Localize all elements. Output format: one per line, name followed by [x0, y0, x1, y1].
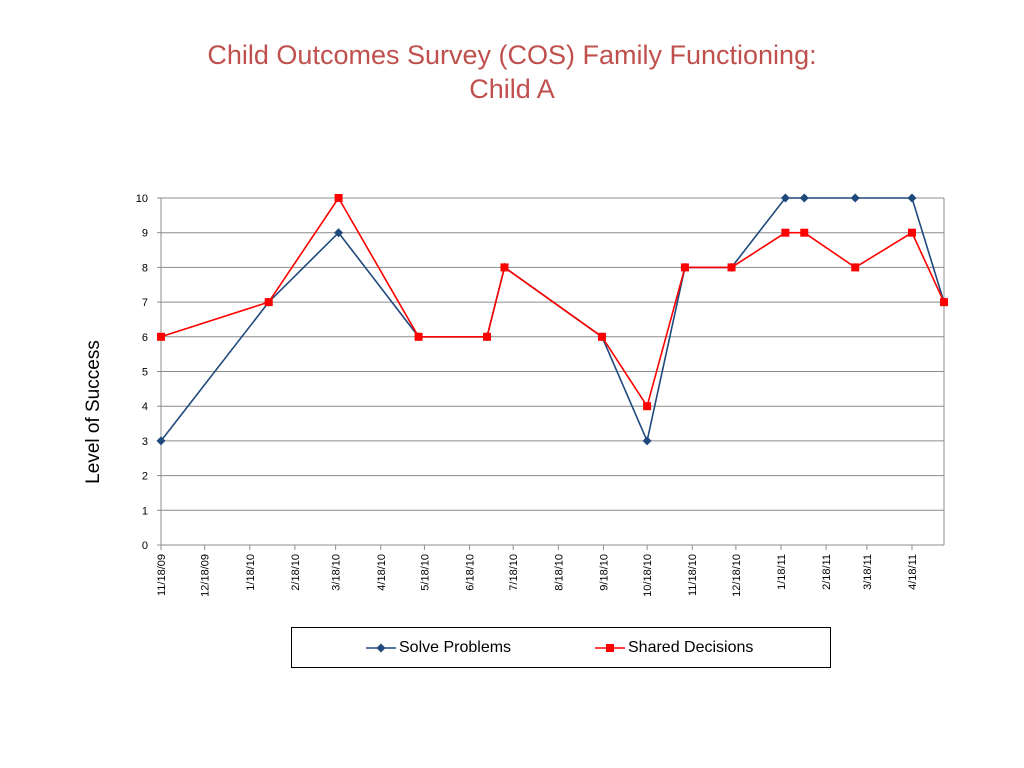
- point-shared-decisions-6: [597, 332, 606, 341]
- x-tick-label-1: 12/18/09: [200, 554, 212, 597]
- x-tick-label-17: 4/18/11: [907, 554, 919, 590]
- x-tick-label-10: 9/18/10: [598, 554, 610, 591]
- point-shared-decisions-12: [851, 263, 860, 272]
- legend-label-shared-decisions: Shared Decisions: [628, 639, 754, 656]
- point-shared-decisions-1: [264, 298, 273, 307]
- x-tick-label-7: 6/18/10: [465, 554, 477, 591]
- point-solve-problems-13: [907, 193, 917, 203]
- x-axis-ticks: 11/18/09 12/18/09 1/18/10 2/18/10 3/18/10 4/1…: [156, 545, 919, 597]
- legend-swatch-solve-problems: [366, 643, 396, 653]
- point-solve-problems-2: [334, 228, 344, 238]
- point-shared-decisions-8: [680, 263, 689, 272]
- axes: [160, 198, 945, 546]
- gridlines: [161, 197, 944, 511]
- chart-title-line-2: Child A: [469, 74, 555, 104]
- legend-item-solve-problems: Solve Problems: [366, 638, 511, 658]
- x-tick-label-0: 11/18/09: [156, 554, 168, 596]
- y-tick-label-1: 1: [142, 505, 148, 517]
- y-tick-label-7: 7: [142, 297, 148, 309]
- x-tick-label-12: 11/18/10: [687, 554, 699, 596]
- point-shared-decisions-10: [781, 228, 790, 237]
- chart-legend: Solve Problems Shared Decisions: [291, 627, 831, 668]
- point-shared-decisions-0: [157, 332, 165, 341]
- y-tick-label-8: 8: [142, 262, 148, 274]
- y-tick-label-5: 5: [142, 367, 148, 379]
- x-tick-label-4: 3/18/10: [331, 554, 343, 591]
- x-tick-label-6: 5/18/10: [419, 554, 431, 591]
- y-tick-label-6: 6: [142, 332, 148, 344]
- y-tick-label-0: 0: [142, 540, 148, 552]
- point-shared-decisions-5: [500, 263, 509, 272]
- point-solve-problems-7: [642, 436, 652, 446]
- y-tick-label-2: 2: [142, 471, 148, 483]
- series-group: [156, 193, 949, 446]
- x-tick-label-11: 10/18/10: [642, 554, 654, 597]
- point-shared-decisions-9: [727, 263, 736, 272]
- point-solve-problems-10: [780, 193, 790, 203]
- point-shared-decisions-14: [940, 298, 948, 307]
- x-tick-label-13: 12/18/10: [731, 554, 743, 597]
- point-solve-problems-11: [799, 193, 809, 203]
- x-tick-label-9: 8/18/10: [553, 554, 565, 591]
- y-axis-ticks: 0 1 2 3 4 5 6 7 8 9 10: [136, 193, 161, 552]
- point-shared-decisions-4: [483, 332, 492, 341]
- line-chart: 0 1 2 3 4 5 6 7 8 9 10 11/18/09 12/18/09 1/18/10 2/18…: [83, 193, 949, 597]
- point-solve-problems-12: [850, 193, 860, 203]
- point-shared-decisions-3: [414, 332, 423, 341]
- y-tick-label-4: 4: [142, 401, 148, 413]
- x-tick-label-3: 2/18/10: [290, 554, 302, 591]
- y-tick-label-3: 3: [142, 436, 148, 448]
- x-tick-label-5: 4/18/10: [376, 554, 388, 591]
- y-tick-label-10: 10: [136, 193, 148, 205]
- point-solve-problems-0: [156, 436, 166, 446]
- point-shared-decisions-13: [907, 228, 916, 237]
- y-axis-label: Level of Success: [83, 340, 104, 484]
- legend-label-solve-problems: Solve Problems: [399, 639, 512, 656]
- point-shared-decisions-2: [334, 194, 343, 202]
- point-shared-decisions-7: [643, 402, 652, 411]
- x-tick-label-8: 7/18/10: [508, 554, 520, 591]
- point-shared-decisions-11: [800, 228, 809, 237]
- x-tick-label-14: 1/18/11: [776, 554, 788, 590]
- legend-swatch-shared-decisions: [595, 644, 625, 652]
- x-tick-label-15: 2/18/11: [821, 554, 833, 590]
- chart-title-line-1: Child Outcomes Survey (COS) Family Funct…: [207, 40, 817, 70]
- series-line-solve-problems: [160, 197, 945, 444]
- x-tick-label-16: 3/18/11: [862, 554, 874, 590]
- legend-item-shared-decisions: Shared Decisions: [595, 638, 753, 658]
- x-tick-label-2: 1/18/10: [245, 554, 257, 591]
- y-tick-label-9: 9: [142, 228, 148, 240]
